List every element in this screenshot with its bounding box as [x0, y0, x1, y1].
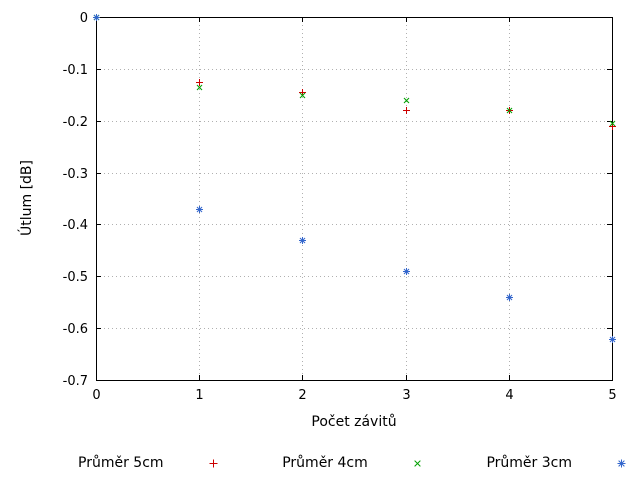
y-tick-label: -0.1: [63, 63, 88, 78]
y-tick-label: -0.4: [63, 218, 88, 233]
legend-label: Průměr 4cm: [282, 455, 368, 471]
x-tick-label: 2: [298, 388, 306, 403]
series-asterisk-points: [93, 14, 616, 343]
y-tick-label: -0.7: [63, 374, 88, 389]
plus-marker-icon: [209, 459, 218, 468]
y-tick-label: -0.2: [63, 115, 88, 130]
y-tick-labels: 0 -0.1 -0.2 -0.3 -0.4 -0.5 -0.6 -0.7: [63, 11, 88, 389]
x-tick-label: 0: [92, 388, 100, 403]
legend-entry: Průměr 3cm: [486, 454, 630, 472]
asterisk-marker-icon: [617, 459, 626, 468]
series-cross-points: [93, 14, 616, 127]
gridlines: [96, 17, 613, 381]
series-plus-points: [93, 14, 616, 130]
y-tick-label: -0.3: [63, 167, 88, 182]
legend-entry: Průměr 4cm: [282, 454, 426, 472]
x-tick-label: 4: [505, 388, 513, 403]
y-tick-label: 0: [80, 11, 88, 26]
x-tick-labels: 0 1 2 3 4 5: [92, 388, 616, 403]
plot-border: [96, 17, 613, 381]
legend: Průměr 5cm Průměr 4cm Průměr 3cm: [78, 450, 630, 476]
y-axis-label: Útlum [dB]: [19, 159, 35, 237]
tick-marks: [96, 17, 613, 381]
y-tick-label: -0.5: [63, 270, 88, 285]
x-tick-label: 5: [608, 388, 616, 403]
legend-entry: Průměr 5cm: [78, 454, 222, 472]
legend-label: Průměr 3cm: [486, 455, 572, 471]
cross-marker-icon: [414, 460, 421, 467]
x-tick-label: 3: [402, 388, 410, 403]
y-tick-label: -0.6: [63, 322, 88, 337]
x-axis-label: Počet závitů: [311, 414, 397, 430]
legend-label: Průměr 5cm: [78, 455, 164, 471]
x-tick-label: 1: [195, 388, 203, 403]
